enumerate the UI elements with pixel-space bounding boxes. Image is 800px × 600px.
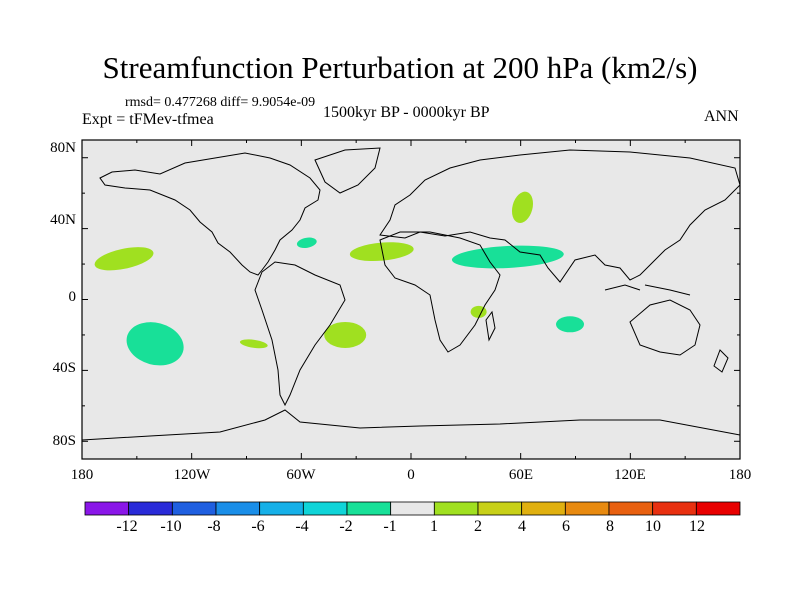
colorbar (84, 501, 741, 516)
y-label-80s: 80S (52, 433, 76, 449)
colorbar-swatch (84, 501, 130, 516)
negative-anomaly-region (451, 245, 564, 269)
map-title: Streamfunction Perturbation at 200 hPa (… (102, 50, 698, 85)
colorbar-swatch (302, 501, 348, 516)
coast-north-america (99, 152, 321, 276)
stats-line: rmsd= 0.477268 diff= 9.9054e-09 (125, 95, 316, 110)
x-label-180w: 180 (70, 467, 94, 483)
colorbar-label: -8 (207, 518, 221, 535)
colorbar-swatch (695, 501, 741, 516)
colorbar-swatch (608, 501, 654, 516)
colorbar-swatch (259, 501, 304, 516)
colorbar-label: 6 (562, 518, 570, 535)
coast-eurasia (379, 149, 741, 283)
y-label-40s: 40S (52, 360, 76, 376)
coast-indonesia (604, 284, 691, 296)
colorbar-swatch (128, 501, 173, 516)
coast-south-america (254, 261, 346, 407)
colorbar-label: -6 (251, 518, 265, 535)
colorbar-swatch (433, 501, 479, 516)
positive-anomaly-region (470, 305, 487, 318)
anomaly-layer (94, 191, 585, 366)
positive-anomaly-region (349, 242, 414, 262)
colorbar-swatch (215, 501, 261, 516)
colorbar-swatch (564, 501, 610, 516)
positive-anomaly-region (94, 247, 154, 271)
y-label-0: 0 (68, 289, 77, 305)
colorbar-swatch (521, 501, 566, 516)
experiment-label: Expt = tFMev-tfmea (82, 111, 214, 128)
x-label-0: 0 (407, 467, 415, 483)
coast-madagascar (485, 310, 496, 342)
map-background (82, 140, 740, 459)
colorbar-swatch (346, 501, 392, 516)
colorbar-label: 10 (645, 518, 661, 535)
negative-anomaly-region (126, 322, 184, 366)
colorbar-label: 4 (518, 518, 526, 535)
x-label-120w: 120W (173, 467, 211, 483)
coast-new-zealand (713, 349, 729, 373)
positive-anomaly-region (511, 191, 534, 224)
axis-ticks (81, 140, 741, 459)
colorbar-swatch (477, 501, 523, 516)
colorbar-label: -1 (383, 518, 397, 535)
coastlines (81, 147, 741, 441)
colorbar-label: -12 (116, 518, 138, 535)
season-label: ANN (704, 108, 739, 125)
coast-australia (629, 299, 701, 356)
coast-africa (379, 231, 501, 353)
colorbar-label: -4 (295, 518, 309, 535)
positive-anomaly-region (324, 321, 367, 348)
coast-greenland (314, 147, 381, 194)
y-label-40n: 40N (50, 212, 76, 228)
period-label: 1500kyr BP - 0000kyr BP (323, 104, 490, 121)
colorbar-label: -10 (160, 518, 182, 535)
coast-antarctica (81, 409, 741, 441)
x-label-180e: 180 (728, 467, 752, 483)
colorbar-swatch (390, 501, 435, 516)
x-label-60e: 60E (508, 467, 534, 483)
colorbar-swatch (652, 501, 697, 516)
x-label-120e: 120E (614, 467, 646, 483)
x-label-60w: 60W (286, 467, 316, 483)
y-label-80n: 80N (50, 140, 76, 156)
colorbar-label: -2 (339, 518, 353, 535)
negative-anomaly-region (296, 237, 317, 249)
colorbar-label: 8 (606, 518, 614, 535)
colorbar-swatch (171, 501, 217, 516)
positive-anomaly-region (239, 339, 268, 349)
negative-anomaly-region (556, 316, 585, 333)
colorbar-label: 2 (474, 518, 482, 535)
colorbar-label: 1 (430, 518, 438, 535)
colorbar-label: 12 (689, 518, 705, 535)
